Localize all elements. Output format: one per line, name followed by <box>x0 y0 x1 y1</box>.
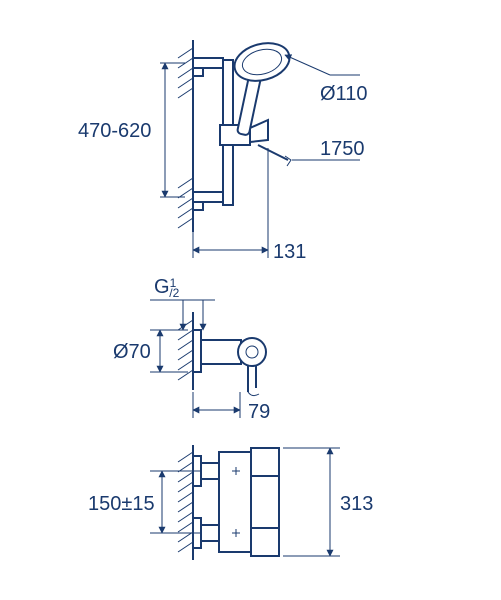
dim-rail-depth: 131 <box>273 241 306 263</box>
technical-drawing: 470-620 Ø110 1750 131 <box>0 0 501 600</box>
dim-valve-depth: 79 <box>248 401 270 423</box>
dim-body-width: 313 <box>340 493 373 515</box>
dim-hose-length: 1750 <box>320 138 365 160</box>
dim-thread: G1/2 <box>154 276 180 300</box>
dim-escutcheon: Ø70 <box>113 341 151 363</box>
dim-centers: 150±15 <box>88 493 155 515</box>
top-view: 470-620 Ø110 1750 131 <box>78 37 367 263</box>
middle-view: G1/2 Ø70 79 <box>113 276 270 423</box>
wall-hatch-top <box>178 48 193 228</box>
wall-hatch-bot <box>178 452 193 552</box>
dim-head-diameter: Ø110 <box>320 83 367 105</box>
dim-rail-height: 470-620 <box>78 120 151 142</box>
bottom-view: 150±15 313 <box>88 445 373 560</box>
wall-hatch-mid <box>178 320 193 380</box>
